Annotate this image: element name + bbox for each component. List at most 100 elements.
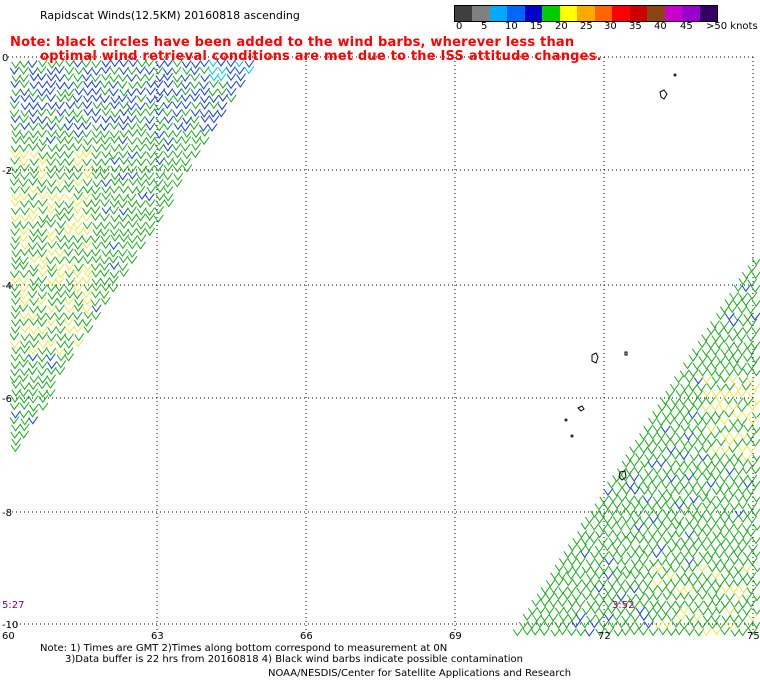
wind-barb bbox=[685, 613, 696, 623]
wind-barb bbox=[54, 283, 65, 292]
wind-barb bbox=[750, 284, 760, 293]
wind-barb bbox=[47, 291, 58, 300]
wind-barb bbox=[36, 66, 47, 75]
wind-barb bbox=[101, 59, 112, 68]
wind-barb bbox=[172, 109, 182, 118]
wind-barb bbox=[92, 179, 103, 188]
wind-barb bbox=[100, 277, 111, 286]
wind-barb bbox=[572, 536, 583, 546]
wind-barb bbox=[20, 382, 30, 391]
wind-barb bbox=[145, 212, 156, 222]
wind-barb bbox=[146, 185, 157, 194]
wind-barb bbox=[47, 269, 58, 278]
wind-barb bbox=[656, 418, 667, 427]
wind-barb bbox=[693, 390, 704, 399]
wind-barb bbox=[18, 179, 29, 188]
legend-label: 15 bbox=[530, 21, 543, 32]
wind-barb bbox=[64, 171, 75, 181]
wind-barb bbox=[661, 550, 672, 559]
wind-barb bbox=[11, 290, 21, 299]
wind-barb bbox=[647, 460, 658, 469]
wind-barb bbox=[674, 529, 685, 538]
wind-barb bbox=[706, 424, 717, 433]
wind-barb bbox=[652, 424, 663, 433]
wind-barb bbox=[742, 537, 753, 546]
wind-barb bbox=[146, 87, 156, 96]
wind-barb bbox=[83, 94, 93, 103]
wind-barb bbox=[29, 165, 40, 174]
wind-barb bbox=[630, 486, 641, 495]
wind-barb bbox=[634, 621, 645, 630]
wind-barb bbox=[688, 606, 699, 615]
wind-barb bbox=[662, 508, 673, 517]
wind-barb bbox=[747, 515, 758, 524]
wind-barb bbox=[716, 523, 727, 532]
legend-swatch bbox=[612, 6, 630, 21]
wind-barb bbox=[118, 172, 129, 181]
wind-barb bbox=[667, 474, 677, 483]
wind-barb bbox=[199, 109, 210, 118]
wind-barb bbox=[598, 578, 609, 587]
wind-barb bbox=[28, 142, 39, 151]
wind-barb bbox=[714, 410, 725, 419]
wind-barb bbox=[10, 206, 21, 216]
wind-barb bbox=[648, 474, 659, 483]
wind-barb bbox=[661, 453, 672, 462]
legend-label: 0 bbox=[456, 21, 463, 32]
wind-barb bbox=[710, 402, 721, 411]
wind-barb bbox=[585, 530, 595, 539]
wind-barb bbox=[729, 530, 740, 539]
wind-barb bbox=[751, 466, 760, 475]
wind-barb bbox=[118, 255, 129, 264]
wind-barb bbox=[652, 452, 663, 461]
legend-swatch bbox=[699, 6, 718, 21]
wind-barb bbox=[172, 59, 183, 68]
wind-barb bbox=[101, 179, 112, 188]
wind-barb bbox=[635, 535, 646, 544]
wind-barb bbox=[530, 627, 541, 636]
wind-barb bbox=[20, 340, 30, 349]
wind-barb bbox=[190, 150, 201, 159]
wind-barb bbox=[153, 94, 164, 103]
wind-barb bbox=[18, 359, 29, 368]
wind-barb bbox=[144, 193, 155, 202]
wind-barb bbox=[190, 93, 201, 103]
wind-barb bbox=[83, 80, 93, 89]
wind-barb bbox=[110, 177, 121, 186]
wind-barb bbox=[563, 578, 574, 587]
wind-barb bbox=[603, 487, 614, 497]
wind-barb bbox=[118, 136, 129, 145]
wind-barb bbox=[652, 438, 663, 447]
wind-barb bbox=[73, 101, 84, 110]
wind-barb bbox=[83, 164, 94, 173]
legend-swatch bbox=[594, 6, 613, 21]
wind-barb bbox=[99, 290, 110, 299]
legend-label: 40 bbox=[654, 21, 667, 32]
wind-barb bbox=[91, 93, 102, 102]
wind-barb bbox=[10, 122, 21, 131]
wind-barb bbox=[742, 564, 752, 574]
wind-barb bbox=[580, 620, 591, 629]
wind-barb bbox=[625, 495, 635, 504]
wind-barb bbox=[191, 101, 202, 110]
wind-barb bbox=[671, 592, 682, 601]
wind-barb bbox=[91, 248, 101, 257]
wind-barb bbox=[692, 361, 703, 371]
wind-barb bbox=[64, 340, 75, 349]
wind-barb bbox=[743, 367, 753, 377]
wind-barb bbox=[55, 150, 66, 159]
wind-barb bbox=[162, 108, 173, 117]
wind-barb bbox=[56, 333, 67, 342]
wind-barb bbox=[171, 142, 182, 152]
wind-barb bbox=[91, 108, 102, 117]
wind-barb bbox=[83, 256, 94, 265]
wind-barb bbox=[92, 101, 103, 110]
wind-barb bbox=[621, 459, 632, 468]
wind-barb bbox=[721, 585, 732, 594]
wind-barb bbox=[635, 606, 646, 615]
wind-barb bbox=[72, 143, 83, 152]
wind-barb bbox=[90, 298, 101, 307]
wind-barb bbox=[733, 424, 744, 434]
wind-barb bbox=[625, 466, 635, 476]
wind-barb bbox=[64, 73, 74, 82]
